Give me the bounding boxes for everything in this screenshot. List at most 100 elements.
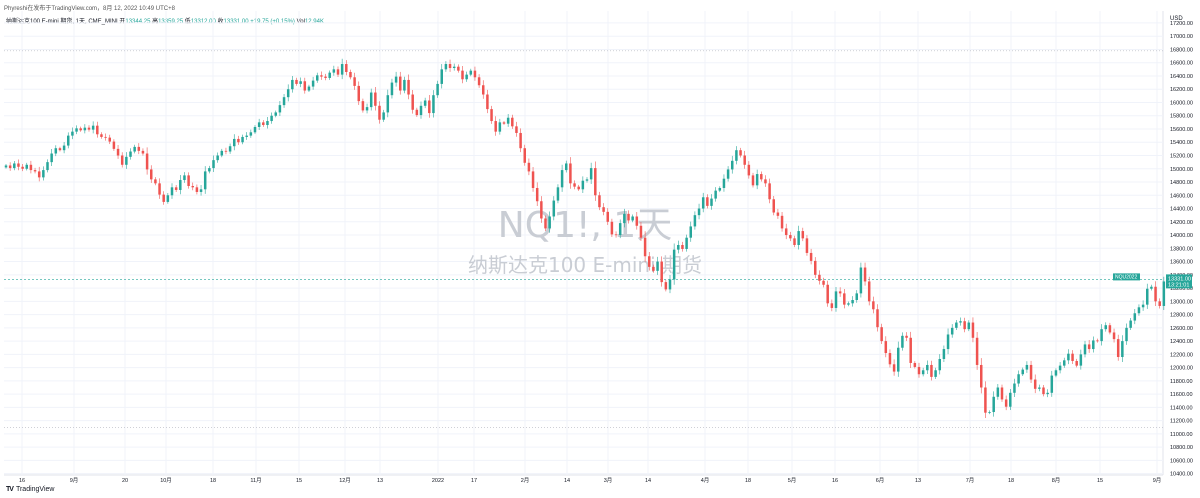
time-tick-label: 13 [915,478,921,484]
candle-body [867,281,871,302]
candle-body [233,138,236,147]
candle-body [357,85,360,102]
candle-body [316,75,319,81]
candle-body [1071,353,1074,361]
candle-body [96,125,99,135]
candle-body [154,179,157,184]
candle-body [1096,340,1099,342]
candle-body [257,122,261,127]
candle-body [303,81,307,91]
candle-body [926,364,929,371]
candles [4,58,1178,418]
candle-body [452,66,456,69]
candle-body [614,234,618,236]
candle-body [307,86,311,91]
candle-body [1162,281,1166,306]
symbol-title[interactable]: 纳斯达克100 E-mini 期货, 1天, CME_MINI [6,19,118,25]
candle-body [652,266,655,271]
price-tick-label: 12400.00 [1170,339,1193,345]
candle-body [469,70,473,75]
candle-body [162,194,165,202]
watermark: NQ1!, 1天 纳斯达克100 E-mini 期货 [468,205,702,277]
ohlc-legend: 纳斯达克100 E-mini 期货, 1天, CME_MINI 开13344.2… [6,16,324,25]
time-tick-label: 14 [645,478,651,484]
candle-body [340,64,344,75]
tradingview-mark: TV [6,486,14,493]
candle-body [332,69,336,73]
candle-body [494,121,497,132]
candle-body [282,97,286,106]
candle-body [100,134,103,137]
candle-body [623,213,626,224]
candle-body [784,228,788,236]
candle-body [1000,387,1004,400]
candle-body [1083,344,1087,355]
candle-body [411,94,414,110]
candle-body [751,175,755,186]
candle-body [150,169,153,180]
candle-body [1042,387,1045,395]
candle-body [996,387,1000,397]
candle-body [29,164,33,171]
time-tick-label: 4月 [701,477,710,484]
price-tag-value: 13331.00 [1168,276,1191,282]
candle-body [627,213,630,221]
tradingview-name: TradingView [15,486,55,493]
candle-body [328,72,331,78]
candle-body [399,76,402,91]
candle-body [598,195,601,208]
candle-body [498,122,502,132]
candle-body [137,146,141,151]
candle-body [739,150,742,156]
time-tick-label: 20 [122,478,128,484]
candle-body [25,164,28,169]
candle-body [660,261,663,283]
candle-body [863,267,867,282]
price-tick-label: 12000.00 [1170,366,1193,372]
candle-body [1029,364,1033,380]
candle-body [486,94,489,110]
time-tick-label: 2022 [432,478,444,484]
candle-body [1054,370,1058,376]
candle-body [473,70,477,78]
candle-body [403,79,406,91]
candle-body [112,141,116,149]
candle-body [552,200,556,217]
candle-body [361,101,365,111]
candle-body [760,174,763,180]
candle-body [444,64,448,70]
time-tick-label: 3月 [604,477,613,484]
candle-body [1108,325,1112,333]
time-axis[interactable]: 16 9月 20 10月 18 11月 15 12月 13 2022 17 2月 14 3月 14 4月 18 5… [19,477,1161,484]
price-tick-label: 16600.00 [1170,61,1193,67]
time-tick-label: 5月 [788,477,797,484]
candle-body [747,164,751,176]
price-tick-label: 13600.00 [1170,260,1193,266]
candle-body [843,293,846,305]
candle-body [374,92,377,106]
candle-body [838,291,842,294]
candle-body [320,75,323,77]
candle-body [133,146,136,152]
tradingview-logo[interactable]: TV TradingView [6,486,54,493]
price-tick-label: 14000.00 [1170,233,1193,239]
candle-body [394,76,398,83]
candle-body [768,183,771,200]
candle-body [942,349,946,359]
candle-body [560,170,564,188]
candle-body [573,183,576,187]
time-tick-label: 2月 [521,477,530,484]
candle-body [789,235,792,239]
candle-body [809,252,813,261]
candle-body [170,187,174,196]
price-tick-label: 15600.00 [1170,127,1193,133]
candle-body [1158,301,1161,306]
candle-body [755,174,759,186]
candle-body [46,162,49,171]
candle-body [1033,379,1037,389]
candle-body [145,153,149,170]
time-tick-label: 14 [564,478,570,484]
candle-body [677,244,680,250]
price-axis[interactable]: USD 10400.00 10600.00 10800.00 11000.00 1120… [1170,16,1193,478]
